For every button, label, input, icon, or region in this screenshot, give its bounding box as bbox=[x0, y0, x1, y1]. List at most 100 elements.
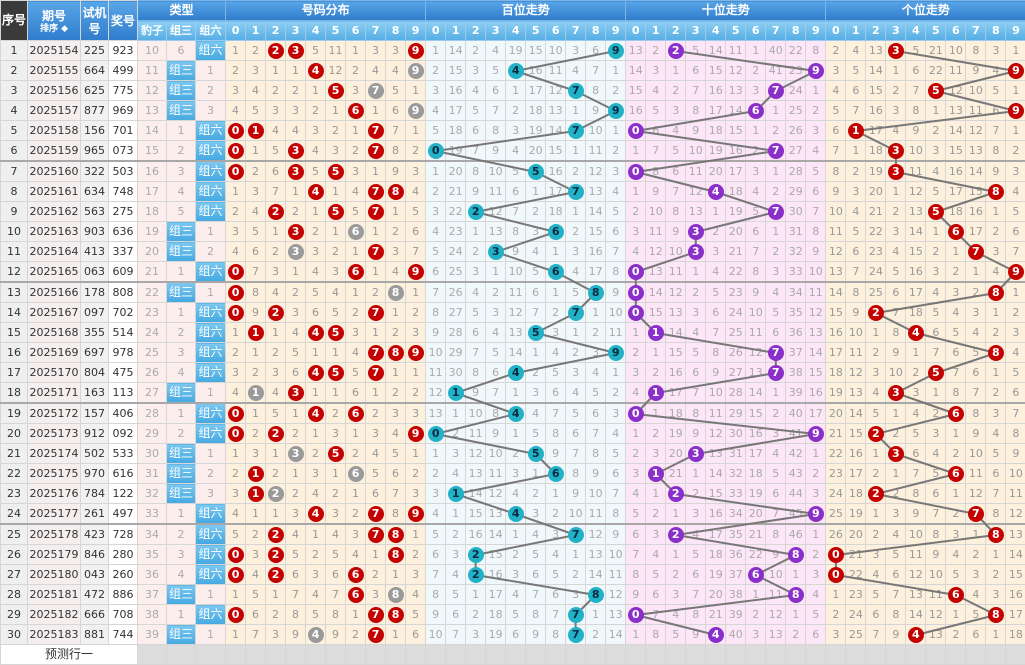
predict-cell[interactable] bbox=[785, 644, 807, 665]
hundreds-omission: 4 bbox=[445, 564, 467, 585]
tens-omission: 3 bbox=[625, 463, 647, 484]
predict-cell[interactable] bbox=[245, 644, 267, 665]
predict-cell[interactable] bbox=[565, 644, 587, 665]
header-seq[interactable]: 序号 bbox=[0, 0, 28, 41]
units-omission: 3 bbox=[945, 523, 967, 545]
units-omission: 18 bbox=[825, 362, 847, 383]
hundreds-omission: 3 bbox=[445, 443, 467, 464]
tens-omission: 8 bbox=[665, 201, 687, 222]
dist-ball: 4 bbox=[307, 365, 324, 381]
units-omission: 3 bbox=[825, 624, 847, 645]
predict-cell[interactable] bbox=[385, 644, 407, 665]
predict-cell[interactable] bbox=[825, 644, 847, 665]
predict-cell[interactable] bbox=[425, 644, 447, 665]
dist-omission: 1 bbox=[265, 503, 287, 525]
dist-cell: 6 bbox=[345, 463, 367, 484]
type-baozi-omission: 39 bbox=[137, 624, 167, 645]
predict-cell[interactable] bbox=[465, 644, 487, 665]
dist-cell: 0 bbox=[225, 261, 247, 283]
row-prize: 808 bbox=[108, 281, 138, 303]
predict-cell[interactable] bbox=[505, 644, 527, 665]
dist-cell: 6 bbox=[345, 402, 367, 424]
predict-cell[interactable] bbox=[525, 644, 547, 665]
dist-cell: 4 bbox=[305, 181, 327, 202]
units-omission: 4 bbox=[885, 120, 907, 141]
units-cell: 4 bbox=[905, 322, 927, 343]
predict-cell[interactable] bbox=[166, 644, 196, 665]
predict-cell[interactable] bbox=[865, 644, 887, 665]
predict-cell[interactable] bbox=[545, 644, 567, 665]
predict-cell[interactable] bbox=[1005, 644, 1025, 665]
row-seq: 16 bbox=[0, 342, 28, 363]
hundreds-omission: 6 bbox=[505, 181, 527, 202]
tens-omission: 45 bbox=[785, 503, 807, 525]
table-row: 16 2025169 697 978 25 3 组六 2 1 2 5 1 1 4 7 8 9 10 29 7 5 14 1 4… bbox=[0, 342, 1025, 363]
predict-cell[interactable] bbox=[625, 644, 647, 665]
predict-cell[interactable] bbox=[225, 644, 247, 665]
predict-cell[interactable] bbox=[705, 644, 727, 665]
predict-cell[interactable] bbox=[845, 644, 867, 665]
tens-omission: 4 bbox=[625, 241, 647, 262]
hundreds-cell: 7 bbox=[565, 120, 587, 141]
predict-cell[interactable] bbox=[805, 644, 827, 665]
predict-cell[interactable] bbox=[685, 644, 707, 665]
tens-omission: 20 bbox=[745, 503, 767, 525]
predict-cell[interactable] bbox=[945, 644, 967, 665]
units-cell: 0 bbox=[825, 544, 847, 565]
type-zusan-hit: 组三 bbox=[166, 463, 196, 484]
predict-cell[interactable] bbox=[745, 644, 767, 665]
predict-cell[interactable] bbox=[665, 644, 687, 665]
tens-omission: 4 bbox=[665, 120, 687, 141]
predict-cell[interactable] bbox=[965, 644, 987, 665]
dist-omission: 4 bbox=[285, 523, 307, 545]
predict-cell[interactable] bbox=[405, 644, 427, 665]
predict-cell[interactable] bbox=[885, 644, 907, 665]
predict-cell[interactable] bbox=[285, 644, 307, 665]
predict-cell[interactable] bbox=[645, 644, 667, 665]
predict-cell[interactable] bbox=[585, 644, 607, 665]
hundreds-omission: 5 bbox=[485, 342, 507, 363]
row-seq: 1 bbox=[0, 40, 28, 61]
dist-omission: 1 bbox=[405, 281, 427, 303]
units-omission: 6 bbox=[825, 120, 847, 141]
predict-cell[interactable] bbox=[725, 644, 747, 665]
units-omission: 4 bbox=[985, 423, 1007, 444]
hundreds-omission: 4 bbox=[485, 322, 507, 343]
predict-cell[interactable] bbox=[605, 644, 627, 665]
tens-omission: 2 bbox=[645, 423, 667, 444]
tens-cell: 1 bbox=[645, 322, 667, 343]
hundreds-omission: 2 bbox=[425, 60, 447, 81]
dist-omission: 3 bbox=[245, 60, 267, 81]
dist-cell: 7 bbox=[365, 140, 387, 162]
predict-cell[interactable] bbox=[137, 644, 167, 665]
units-omission: 5 bbox=[905, 40, 927, 61]
type-zusan-hit: 组三 bbox=[166, 100, 196, 121]
predict-cell[interactable] bbox=[194, 644, 227, 665]
predict-cell[interactable] bbox=[925, 644, 947, 665]
predict-cell[interactable] bbox=[905, 644, 927, 665]
dist-ball: 6 bbox=[347, 264, 364, 280]
predict-cell[interactable] bbox=[445, 644, 467, 665]
sort-icon[interactable]: 排序 ◆ bbox=[39, 23, 69, 34]
predict-cell[interactable] bbox=[265, 644, 287, 665]
hundreds-omission: 13 bbox=[585, 544, 607, 565]
units-omission: 5 bbox=[965, 342, 987, 363]
units-ball: 3 bbox=[887, 385, 904, 401]
predict-cell[interactable] bbox=[485, 644, 507, 665]
predict-cell[interactable] bbox=[365, 644, 387, 665]
predict-cell[interactable] bbox=[985, 644, 1007, 665]
predict-cell[interactable] bbox=[305, 644, 327, 665]
hundreds-omission: 14 bbox=[545, 120, 567, 141]
predict-cell[interactable] bbox=[325, 644, 347, 665]
units-digit-header-1: 1 bbox=[845, 20, 867, 41]
hundreds-omission: 16 bbox=[465, 523, 487, 545]
dist-omission: 5 bbox=[305, 281, 327, 303]
tens-digit-header-2: 2 bbox=[665, 20, 687, 41]
predict-cell[interactable] bbox=[345, 644, 367, 665]
table-row: 19 2025172 157 406 28 1 组六 0 1 5 1 4 2 6 2 3 3 13 1 10 8 4 4 7 5… bbox=[0, 402, 1025, 424]
predict-cell[interactable] bbox=[765, 644, 787, 665]
header-issue[interactable]: 期号 排序 ◆ bbox=[27, 0, 81, 41]
units-omission: 5 bbox=[865, 402, 887, 424]
dist-omission: 6 bbox=[385, 463, 407, 484]
hundreds-omission: 13 bbox=[605, 604, 627, 625]
